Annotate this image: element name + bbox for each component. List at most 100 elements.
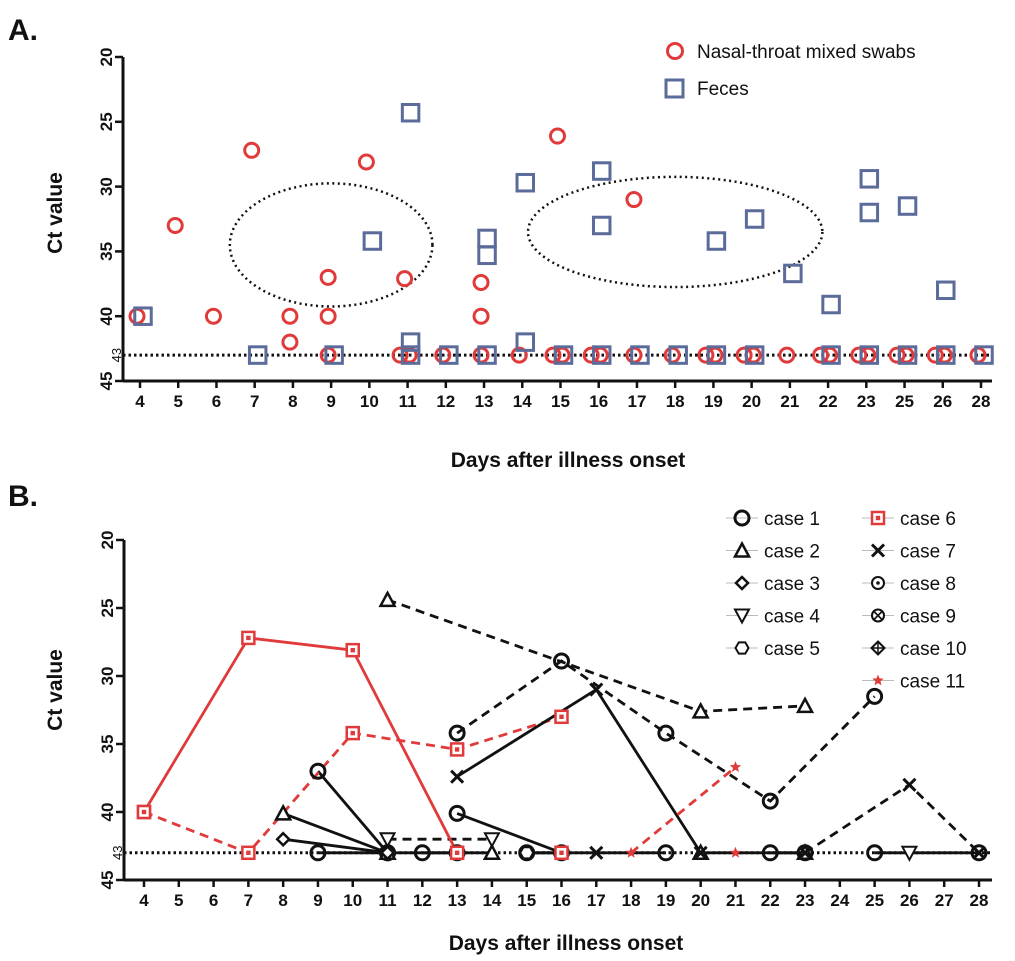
panel-a-point-feces-29	[859, 345, 880, 365]
legend-marker-case-3	[734, 575, 750, 591]
panel-b-label: B.	[8, 480, 38, 513]
panel-a-point-nasal-throat-mixed-swabs-12	[391, 346, 409, 364]
panel-a-point-nasal-throat-mixed-swabs-6	[281, 333, 299, 351]
panel-a-point-feces-4	[362, 231, 383, 251]
panel-b-point-case-1-7-1	[761, 844, 779, 862]
panel-a-x-tick-label-6: 6	[212, 392, 221, 411]
panel-a-point-feces-15	[591, 161, 612, 181]
legend-square-marker	[664, 78, 685, 99]
panel-a-point-feces-31	[897, 345, 918, 365]
panel-a-x-tick-label-9: 9	[326, 392, 335, 411]
panel-a-point-feces-33	[936, 345, 956, 365]
panel-b-point-case-6-2-2-dot	[246, 850, 251, 855]
panel-a-point-feces-20	[706, 231, 727, 251]
panel-a: A. Ct value Days after illness onset 202…	[8, 14, 994, 472]
panel-b-x-tick-label-14: 14	[482, 891, 501, 910]
panel-a-points	[128, 102, 994, 365]
panel-a-point-nasal-throat-mixed-swabs-3	[204, 307, 222, 325]
panel-b-point-case-6-1-4-dot	[454, 850, 460, 855]
panel-b-x-tick-label-27: 27	[935, 891, 954, 910]
panel-a-point-nasal-throat-mixed-swabs-19	[549, 127, 566, 145]
panel-a-x-tick-label-4: 4	[135, 392, 145, 411]
panel-a-point-nasal-throat-mixed-swabs-23	[591, 346, 609, 364]
panel-a-point-feces-17	[591, 345, 612, 365]
panel-b-point-case-7-2-1-stroke-b	[797, 845, 813, 860]
panel-a-reference-line: 43	[109, 348, 992, 362]
panel-a-point-feces-3	[324, 345, 344, 365]
panel-b-line-case-6-1	[142, 636, 459, 854]
panel-a-y-tick-label-40: 40	[97, 307, 116, 326]
panel-b-point-case-7-1-1	[450, 769, 465, 784]
panel-b-x-tick-label-13: 13	[448, 891, 467, 910]
legend-marker-case-6	[870, 510, 886, 526]
panel-a-point-nasal-throat-mixed-swabs-18	[510, 346, 528, 364]
panel-b-point-case-6-1-2-dot	[246, 635, 251, 641]
panel-b-point-case-3-1-2	[379, 845, 396, 861]
panel-b-line-case-7-2	[804, 783, 980, 854]
panel-b-point-case-2-3-2	[482, 843, 502, 861]
panel-b-point-case-1-4-1	[309, 844, 327, 862]
panel-a-point-feces-25	[821, 294, 841, 315]
panel-a-point-nasal-throat-mixed-swabs-30	[744, 346, 762, 364]
panel-b-x-tick-label-23: 23	[796, 891, 815, 910]
panel-b-line-case-1-2	[316, 770, 389, 854]
panel-b-point-case-7-1-2-stroke-b	[589, 682, 604, 697]
panel-b-x-tick-label-28: 28	[970, 891, 989, 910]
panel-b-point-case-1-8-2	[970, 844, 988, 862]
panel-a-y-tick-label-30: 30	[97, 177, 116, 196]
panel-a-point-nasal-throat-mixed-swabs-4	[243, 141, 261, 159]
panel-a-threshold-label: 43	[109, 348, 124, 362]
panel-b-x-tick-label-18: 18	[622, 891, 641, 910]
panel-b-x-ticks: 4 5 6 7 8 9 10 11 12 13 14 15 16 17 18 19 20 21 22 23 24 25 26…	[139, 880, 988, 910]
panel-a-point-feces-5	[400, 102, 421, 123]
panel-b-lines	[142, 598, 980, 855]
panel-b-legend: case 1 case 2 case 3 case 4 case 5 case 6 case…	[726, 509, 967, 693]
panel-a-point-feces-32	[936, 280, 956, 301]
panel-a-point-nasal-throat-mixed-swabs-36	[888, 346, 906, 364]
panel-a-x-tick-label-23: 23	[857, 392, 876, 411]
panel-b-point-case-6-2-2	[241, 845, 256, 861]
panel-a-ellipse-1	[228, 182, 434, 308]
panel-b-x-tick-label-6: 6	[209, 891, 218, 910]
legend-marker-case-7-stroke-b	[870, 543, 886, 558]
legend-label-case-10: case 10	[900, 639, 967, 660]
panel-a-x-tick-label-25: 25	[895, 392, 914, 411]
panel-b-line-case-2-2	[282, 812, 388, 855]
panel-b-y-tick-label-35: 35	[98, 735, 117, 754]
panel-b-point-case-11-1-2	[729, 761, 742, 772]
legend-label-case-2: case 2	[764, 542, 820, 563]
panel-b-point-case-2-1-2	[691, 701, 710, 719]
panel-a-x-tick-label-22: 22	[819, 392, 838, 411]
panel-a-point-nasal-throat-mixed-swabs-16	[472, 307, 490, 325]
panel-a-point-nasal-throat-mixed-swabs-11	[396, 270, 414, 288]
panel-b-point-case-6-2-4	[449, 742, 465, 757]
panel-b-x-tick-label-21: 21	[726, 891, 745, 910]
panel-a-x-tick-label-17: 17	[627, 392, 646, 411]
panel-b-point-case-1-3-1	[448, 804, 466, 822]
legend-marker-case-1	[733, 509, 751, 527]
panel-a-point-feces-23	[744, 345, 765, 365]
panel-b-point-case-7-3-1	[589, 845, 604, 860]
panel-a-x-tick-label-14: 14	[513, 392, 532, 411]
panel-a-x-tick-label-18: 18	[666, 392, 685, 411]
panel-a-x-ticks: 4 5 6 7 8 9 10 11 12 13 14 15 16 17 18 19 20 21 22 23 25 26 28	[135, 381, 990, 411]
panel-b-x-tick-label-10: 10	[343, 891, 362, 910]
panel-b-point-case-1-2-1	[309, 762, 327, 780]
panel-b-point-case-4-2-1	[900, 845, 919, 862]
panel-b-point-case-6-2-3-dot	[350, 730, 355, 736]
panel-b-point-case-4-1-1	[378, 832, 397, 849]
legend-label-case-3: case 3	[764, 574, 820, 595]
panel-a-point-nasal-throat-mixed-swabs-15	[472, 274, 490, 292]
panel-a-point-nasal-throat-mixed-swabs-5	[281, 307, 299, 325]
panel-b-point-case-7-2-3	[971, 845, 987, 860]
panel-a-point-nasal-throat-mixed-swabs-31	[778, 346, 796, 364]
legend-label-case-9: case 9	[900, 607, 956, 628]
panel-a-point-nasal-throat-mixed-swabs-38	[926, 346, 944, 364]
panel-b-x-tick-label-7: 7	[244, 891, 253, 910]
legend-marker-case-10	[870, 640, 886, 656]
panel-b-y-axis-title: Ct value	[44, 649, 67, 731]
legend-marker-case-9-stroke-b	[873, 610, 883, 621]
panel-b-point-case-6-1-4	[449, 845, 465, 861]
panel-b-points	[136, 590, 988, 862]
panel-a-x-tick-label-21: 21	[780, 392, 799, 411]
